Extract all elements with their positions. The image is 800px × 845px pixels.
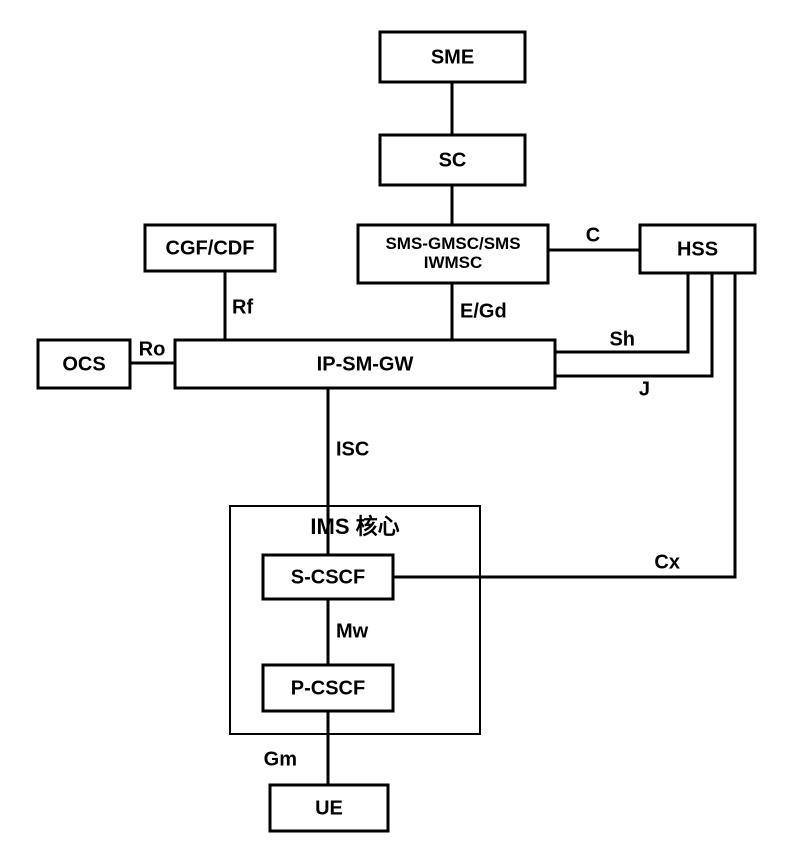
node-label-gmsc-2: IWMSC — [424, 253, 483, 272]
node-label-ue: UE — [315, 797, 343, 819]
node-sme: SME — [380, 32, 525, 82]
edge-label-pcscf-ue: Gm — [264, 748, 297, 770]
edge-label-ocs-ipsmgw: Ro — [139, 338, 166, 360]
node-label-pcscf: P-CSCF — [291, 677, 365, 699]
edge-label-scscf-hss-cx: Cx — [654, 551, 680, 573]
ims-core-label: IMS 核心 — [310, 514, 399, 539]
node-label-sme: SME — [431, 46, 474, 68]
node-label-ocs: OCS — [62, 353, 105, 375]
node-label-ipsmgw: IP-SM-GW — [317, 353, 414, 375]
node-label-hss: HSS — [677, 238, 718, 260]
node-pcscf: P-CSCF — [263, 665, 393, 711]
node-gmsc: SMS-GMSC/SMSIWMSC — [358, 225, 548, 283]
node-label-gmsc-1: SMS-GMSC/SMS — [385, 234, 520, 253]
edge-label-gmsc-ipsmgw: E/Gd — [460, 300, 507, 322]
node-ocs: OCS — [38, 340, 130, 388]
node-label-cgf: CGF/CDF — [166, 237, 255, 259]
node-label-sc: SC — [439, 149, 467, 171]
edge-label-ipsmgw-hss-j: J — [639, 378, 650, 400]
network-diagram: CRfE/GdRoShJISCMwGmCxIMS 核心SMESCSMS-GMSC… — [0, 0, 800, 845]
edge-label-ipsmgw-hss-sh: Sh — [609, 328, 635, 350]
node-cgf: CGF/CDF — [145, 225, 275, 271]
edge-label-gmsc-hss: C — [586, 224, 600, 246]
node-hss: HSS — [640, 225, 755, 273]
edge-label-cgf-ipsmgw: Rf — [232, 296, 253, 318]
node-sc: SC — [380, 135, 525, 185]
node-scscf: S-CSCF — [263, 555, 393, 599]
node-label-scscf: S-CSCF — [291, 566, 365, 588]
node-ipsmgw: IP-SM-GW — [175, 340, 555, 388]
edge-label-ipsmgw-scscf: ISC — [336, 438, 369, 460]
node-ue: UE — [270, 785, 388, 831]
